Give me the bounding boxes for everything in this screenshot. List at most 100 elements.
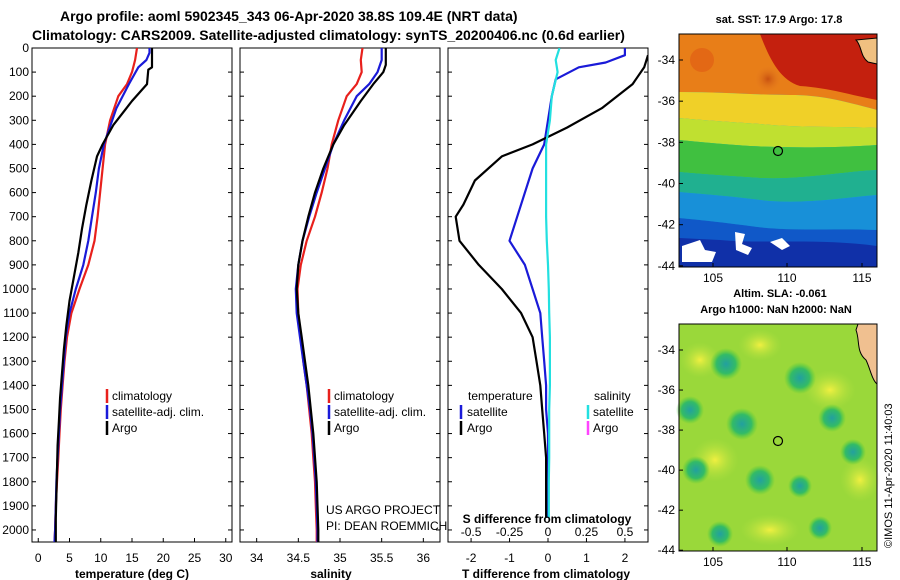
- y-tick-label: 100: [9, 65, 29, 79]
- y-tick-label: 300: [9, 113, 29, 127]
- x-tick-label: 34: [250, 551, 264, 565]
- difference-legend: temperature satellite Argo salinity sate…: [459, 389, 634, 435]
- x-tick-label: 35.5: [370, 551, 394, 565]
- map-y-tick-label: -36: [658, 94, 676, 108]
- y-tick-label: 800: [9, 234, 29, 248]
- series-line-temperature-satellite: [508, 48, 626, 518]
- legend-label-satellite: satellite-adj. clim.: [334, 405, 426, 419]
- y-tick-label: 2000: [2, 523, 29, 537]
- series-line-argo: [54, 48, 154, 542]
- x-tick-label: 15: [125, 551, 139, 565]
- legend-label-s-satellite: satellite: [593, 405, 634, 419]
- map-x-tick-label: 110: [777, 555, 796, 569]
- x-tick-label: 36: [417, 551, 431, 565]
- map-y-tick-label: -36: [658, 383, 676, 397]
- x-tick-label: 1: [583, 551, 590, 565]
- legend-title-salinity: salinity: [594, 389, 631, 403]
- legend-label-t-satellite: satellite: [467, 405, 508, 419]
- map-y-tick-label: -40: [658, 463, 676, 477]
- map-y-tick-label: -44: [658, 543, 676, 557]
- y-tick-label: 1400: [2, 378, 29, 392]
- map-x-tick-label: 105: [703, 271, 723, 285]
- x-tick-label: 0: [545, 551, 552, 565]
- legend-label-argo: Argo: [334, 421, 360, 435]
- series-group: [294, 48, 387, 542]
- x-tick-label: 30: [219, 551, 233, 565]
- sla-map-ticks: 105 110 115 -34 -36 -38 -40 -42 -44: [658, 343, 872, 569]
- legend-label-argo: Argo: [112, 421, 138, 435]
- salinity-legend: climatology satellite-adj. clim. Argo: [327, 389, 426, 435]
- sst-map: [678, 33, 878, 268]
- series-group: [53, 48, 154, 542]
- s-difference-top-label: S difference from climatology: [463, 512, 632, 526]
- legend-title-temperature: temperature: [468, 389, 533, 403]
- map-y-tick-label: -42: [658, 503, 676, 517]
- header-line-2: Climatology: CARS2009. Satellite-adjuste…: [32, 27, 625, 43]
- map-y-tick-label: -34: [658, 343, 676, 357]
- y-tick-label: 1600: [2, 427, 29, 441]
- map-y-tick-label: -40: [658, 177, 676, 191]
- x-tick-label: 20: [157, 551, 171, 565]
- x-tick-label: 2: [622, 551, 629, 565]
- map-y-tick-label: -38: [658, 135, 676, 149]
- temperature-legend: climatology satellite-adj. clim. Argo: [105, 389, 204, 435]
- x-tick-label: 35: [333, 551, 347, 565]
- sla-map-title-1: Altim. SLA: -0.061: [733, 288, 827, 300]
- pi-annotation: PI: DEAN ROEMMICH: [326, 519, 447, 533]
- map-x-tick-label: 115: [852, 271, 871, 285]
- map-x-tick-label: 115: [852, 555, 871, 569]
- salinity-xlabel: salinity: [310, 567, 352, 580]
- header-line-1: Argo profile: aoml 5902345_343 06-Apr-20…: [60, 8, 518, 24]
- y-tick-label: 500: [9, 161, 29, 175]
- difference-axes: -2 -1 0 1 2 -0.5 -0.25 0 0.25 0.5: [447, 47, 649, 565]
- temperature-axes: 0100200300400500600700800900100011001200…: [2, 41, 232, 565]
- y-tick-label: 900: [9, 258, 29, 272]
- map-y-tick-label: -38: [658, 423, 676, 437]
- y-tick-label: 200: [9, 89, 29, 103]
- legend-label-s-argo: Argo: [593, 421, 619, 435]
- x-tick-label: -2: [466, 551, 477, 565]
- x-tick-label: 0: [35, 551, 42, 565]
- series-line-climatology: [53, 48, 139, 542]
- sla-map-title-2: Argo h1000: NaN h2000: NaN: [700, 304, 852, 316]
- legend-label-climatology: climatology: [334, 389, 394, 403]
- legend-label-climatology: climatology: [112, 389, 172, 403]
- series-group: [454, 48, 648, 518]
- map-y-tick-label: -34: [658, 53, 676, 67]
- salinity-axes: 34 34.5 35 35.5 36: [239, 47, 441, 565]
- x-tick-label: 25: [188, 551, 202, 565]
- y-tick-label: 1900: [2, 499, 29, 513]
- temperature-xlabel: temperature (deg C): [75, 567, 189, 580]
- axes-frame: [31, 47, 233, 543]
- y-tick-label: 0: [22, 41, 29, 55]
- y-tick-label: 1100: [3, 306, 29, 320]
- map-x-tick-label: 110: [777, 271, 796, 285]
- y-tick-label: 1800: [2, 475, 29, 489]
- x-tick-label: 34.5: [287, 551, 311, 565]
- series-line-climatology: [296, 48, 364, 542]
- sst-map-title: sat. SST: 17.9 Argo: 17.8: [716, 14, 843, 26]
- series-line-argo: [295, 48, 387, 542]
- argo-location-marker: [772, 145, 784, 157]
- series-line-salinity-satellite: [545, 48, 561, 518]
- y-tick-label: 700: [9, 210, 29, 224]
- map-y-tick-label: -44: [658, 259, 676, 273]
- legend-label-t-argo: Argo: [467, 421, 493, 435]
- sla-map: [676, 323, 880, 552]
- y-tick-label: 1300: [2, 354, 29, 368]
- y-tick-label: 1000: [2, 282, 29, 296]
- s-diff-tick-label: -0.25: [496, 525, 524, 539]
- x-tick-label: -1: [504, 551, 515, 565]
- series-line-satellite-adj-clim-: [53, 48, 151, 542]
- difference-xlabel: T difference from climatology: [462, 567, 630, 580]
- y-tick-label: 1500: [2, 402, 29, 416]
- s-diff-tick-label: 0: [545, 525, 552, 539]
- map-y-tick-label: -42: [658, 218, 676, 232]
- y-tick-label: 600: [9, 186, 29, 200]
- axes-frame: [239, 47, 441, 543]
- s-diff-tick-label: -0.5: [461, 525, 482, 539]
- project-annotation: US ARGO PROJECT: [326, 503, 441, 517]
- s-diff-tick-label: 0.25: [575, 525, 599, 539]
- argo-location-marker: [772, 435, 784, 447]
